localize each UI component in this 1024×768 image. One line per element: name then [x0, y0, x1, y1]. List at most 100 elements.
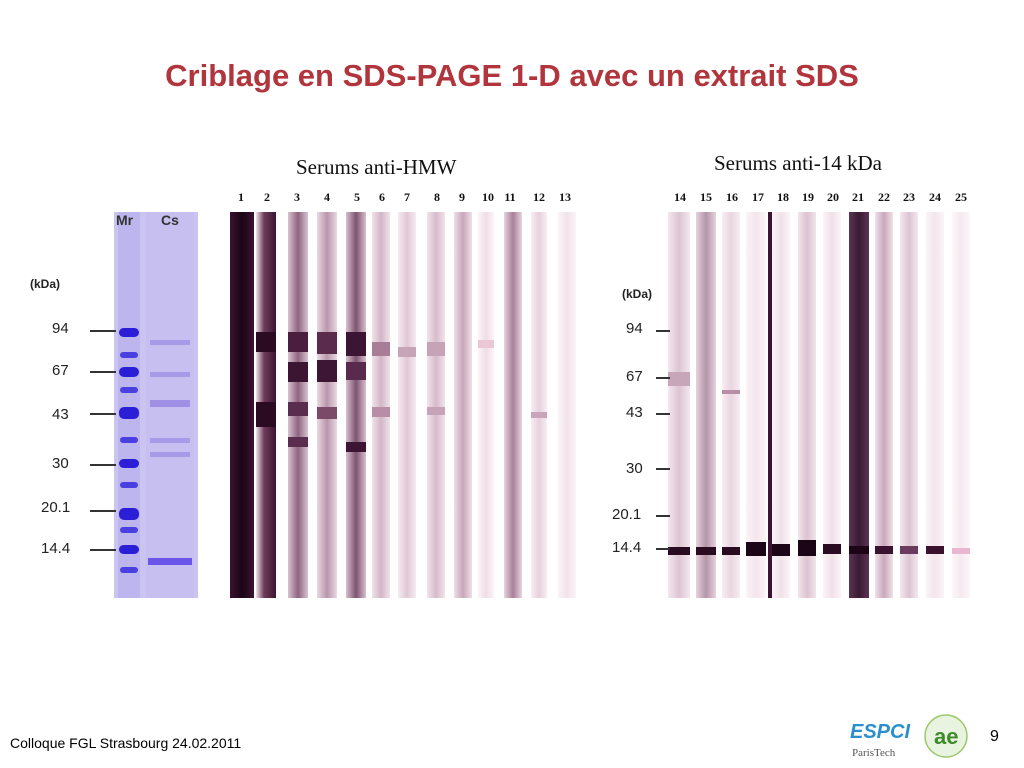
coomassie-gel [114, 212, 198, 598]
blot-band [427, 342, 445, 356]
blot-band [317, 360, 337, 382]
blot-band [900, 546, 918, 554]
blot-band [317, 332, 337, 354]
blot-band [256, 332, 276, 352]
lane-number: 10 [482, 190, 494, 204]
blot-strip [478, 212, 494, 598]
lane-number: 20 [827, 190, 839, 204]
blot-strip [427, 212, 445, 598]
blot-band [531, 412, 547, 418]
mw-marker-43-right: 43 [626, 404, 643, 421]
blot-strip [531, 212, 547, 598]
lane-number: 6 [379, 190, 385, 204]
mw-marker-14-right: 14.4 [612, 539, 642, 556]
blot-strip [558, 212, 576, 598]
mw-tick [90, 371, 116, 373]
slide-title: Criblage en SDS-PAGE 1-D avec un extrait… [165, 58, 859, 93]
blot-band [798, 540, 816, 556]
blot-strip [398, 212, 416, 598]
mw-marker-94-left: 94 [52, 320, 69, 337]
blot-band [746, 542, 766, 556]
blot-strip [230, 212, 254, 598]
blot-band [346, 332, 366, 356]
mw-marker-67-right: 67 [626, 368, 643, 385]
lane-number: 22 [878, 190, 890, 204]
mw-marker-20-right: 20.1 [612, 506, 642, 523]
blot-band [372, 342, 390, 356]
lane-number: 24 [929, 190, 941, 204]
blot-band [668, 547, 690, 555]
blot-band [288, 362, 308, 382]
blot-strip [849, 212, 869, 598]
lane-number: 5 [354, 190, 360, 204]
lane-label-mr: Mr [116, 212, 134, 228]
blot-band [668, 372, 690, 386]
western-blot-14kda [668, 212, 974, 598]
mw-marker-20-left: 20.1 [41, 499, 71, 516]
blot-strip [372, 212, 390, 598]
panel-title-14kda: Serums anti-14 kDa [714, 151, 882, 175]
lane-number: 3 [294, 190, 300, 204]
western-blot-hmw [228, 212, 584, 598]
blot-strip [346, 212, 366, 598]
lane-number: 11 [504, 190, 516, 204]
lane-number: 14 [674, 190, 686, 204]
blot-band [926, 546, 944, 554]
mw-tick [656, 468, 670, 470]
blot-band [722, 547, 740, 555]
logo-sub: ParisTech [852, 747, 896, 759]
blot-strip [772, 212, 790, 598]
page-number: 9 [990, 728, 999, 745]
blot-strip [746, 212, 766, 598]
lane-number: 13 [559, 190, 571, 204]
blot-strip [668, 212, 690, 598]
lane-number: 19 [802, 190, 814, 204]
blot-strip [952, 212, 970, 598]
blot-band [346, 362, 366, 380]
mw-marker-67-left: 67 [52, 362, 69, 379]
lane-number: 2 [264, 190, 270, 204]
lane-number: 18 [777, 190, 789, 204]
mw-marker-30-left: 30 [52, 455, 69, 472]
blot-strip [823, 212, 841, 598]
mw-tick [90, 464, 116, 466]
blot-band [398, 347, 416, 357]
mw-marker-94-right: 94 [626, 320, 643, 337]
blot-band [952, 548, 970, 554]
blot-strip [504, 212, 522, 598]
mw-tick [656, 377, 670, 379]
blot-band [772, 544, 790, 556]
mw-marker-14-left: 14.4 [41, 540, 71, 557]
blot-strip [875, 212, 893, 598]
blot-strip [900, 212, 918, 598]
blot-band [346, 442, 366, 452]
blot-band [288, 437, 308, 447]
logo-emblem-text: ae [934, 724, 958, 749]
blot-band [849, 546, 869, 554]
blot-band [288, 332, 308, 352]
lane-label-cs: Cs [161, 212, 179, 228]
mw-marker-30-right: 30 [626, 460, 643, 477]
lane-number: 17 [752, 190, 764, 204]
blot-strip [926, 212, 944, 598]
blot-band [696, 547, 716, 555]
kda-unit-left: (kDa) [30, 277, 61, 291]
blot-strip [454, 212, 472, 598]
mw-tick [90, 413, 116, 415]
blot-strip [798, 212, 816, 598]
panel-title-hmw: Serums anti-HMW [296, 155, 457, 179]
lane-number: 1 [238, 190, 244, 204]
lane-number: 21 [852, 190, 864, 204]
kda-unit-right: (kDa) [622, 287, 653, 301]
lane-number: 7 [404, 190, 410, 204]
blot-band [823, 544, 841, 554]
blot-band [256, 402, 276, 427]
blot-band [875, 546, 893, 554]
mw-marker-43-left: 43 [52, 406, 69, 423]
logo-brand: ESPCI [850, 721, 910, 743]
lane-number: 23 [903, 190, 915, 204]
lane-number: 12 [533, 190, 545, 204]
lane-number: 16 [726, 190, 738, 204]
mw-tick [90, 549, 116, 551]
blot-strip [722, 212, 740, 598]
